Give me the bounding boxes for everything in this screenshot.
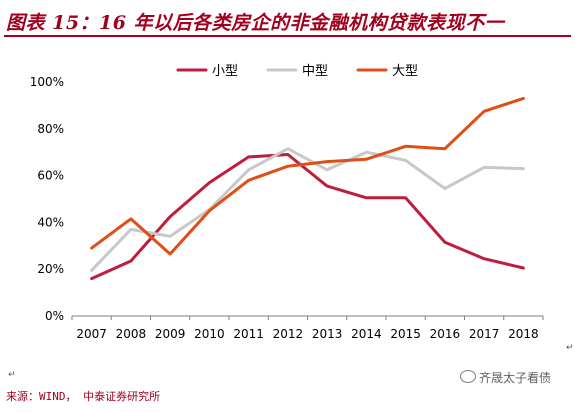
figure-title: 图表 15：16 年以后各类房企的非金融机构贷款表现不一 — [6, 12, 505, 34]
x-tick-label: 2014 — [351, 327, 382, 341]
y-tick-label: 20% — [37, 262, 64, 276]
legend-label-2: 中型 — [302, 64, 328, 79]
x-tick-label: 2013 — [312, 327, 343, 341]
x-tick-label: 2012 — [273, 327, 304, 341]
legend: 小型 中型 大型 — [176, 64, 418, 79]
y-tick-label: 60% — [37, 169, 64, 183]
watermark-text: 齐晟太子看债 — [479, 371, 552, 385]
wechat-icon — [460, 370, 476, 383]
y-tick-label: 100% — [30, 75, 64, 89]
x-tick-label: 2010 — [194, 327, 225, 341]
x-tick-label: 2008 — [116, 327, 147, 341]
x-tick-label: 2017 — [469, 327, 500, 341]
x-tick-label: 2009 — [155, 327, 186, 341]
watermark: 齐晟太子看债 — [460, 369, 551, 386]
title-divider — [4, 35, 571, 37]
y-tick-label: 0% — [45, 309, 64, 323]
x-tick-label: 2011 — [233, 327, 264, 341]
x-tick-label: 2018 — [508, 327, 539, 341]
x-tick-label: 2007 — [76, 327, 107, 341]
x-tick-label: 2015 — [390, 327, 421, 341]
y-tick-label: 40% — [37, 215, 64, 229]
paragraph-mark: ↵ — [8, 370, 16, 380]
series-line-1 — [90, 153, 525, 281]
axes-layer: 2007 2008 2009 2010 2011 2012 2013 2014 2015 2016… — [30, 75, 544, 341]
source-note: 来源：WIND， 中泰证券研究所 — [6, 390, 161, 403]
legend-label-3: 大型 — [392, 64, 418, 79]
series-line-3 — [90, 96, 525, 256]
y-tick-label: 80% — [37, 122, 64, 136]
series-line-2 — [90, 147, 525, 272]
x-tick-label: 2016 — [430, 327, 461, 341]
series-layer — [90, 96, 525, 281]
paragraph-mark-right: ↵ — [566, 343, 574, 353]
legend-label-1: 小型 — [212, 64, 238, 79]
